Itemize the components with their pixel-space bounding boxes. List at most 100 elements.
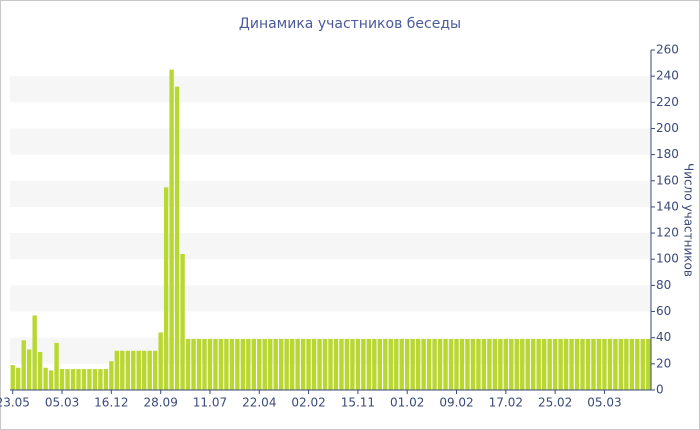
bar [399,339,404,390]
x-tick-label: 23.05 [0,396,30,410]
bar [503,339,509,390]
bar [520,339,525,390]
bar [295,339,300,390]
bar [596,339,602,390]
bar [432,339,437,390]
bar [410,339,415,390]
bar [580,339,585,390]
bar [394,339,399,390]
y-tick-label: 260 [656,43,679,57]
bar [311,339,317,390]
bar [257,339,262,390]
bar [361,339,366,390]
bar [547,339,552,390]
bar [487,339,492,390]
bar [92,369,98,390]
bar [470,339,476,390]
y-tick-label: 240 [656,69,679,83]
bar [284,339,289,390]
bar [646,339,651,390]
bar [372,339,377,390]
bar [328,339,333,390]
bar [191,339,196,390]
bar [158,332,163,390]
bar [558,339,563,390]
bar [415,339,421,390]
bar [142,350,147,390]
bar [65,369,70,390]
y-tick-label: 0 [656,383,664,397]
bar [131,350,136,390]
y-tick-label: 20 [656,356,671,370]
bar [421,339,426,390]
bar [213,339,218,390]
bar [273,339,278,390]
bar [202,339,207,390]
y-tick-label: 160 [656,173,679,187]
x-tick-label: 02.02 [291,396,325,410]
bar [268,339,273,390]
bar [536,339,541,390]
bar [574,339,580,390]
bar [366,339,372,390]
bar [235,339,240,390]
bar [613,339,618,390]
bar [405,339,410,390]
x-tick-label: 16.12 [94,396,128,410]
bar [426,339,432,390]
bar [383,339,388,390]
bar [322,339,328,390]
bar [98,369,103,390]
bar [114,350,120,390]
bar [509,339,514,390]
x-tick-label: 09.02 [439,396,473,410]
chart-title: Динамика участников беседы [239,16,461,32]
y-tick-label: 60 [656,304,671,318]
y-tick-label: 140 [656,199,679,213]
y-tick-label: 100 [656,252,679,266]
bar [240,339,246,390]
bar [87,369,92,390]
grid-band [10,76,651,103]
bar [10,365,15,390]
bar [218,339,224,390]
bar [541,339,547,390]
bar [635,339,640,390]
bar [109,361,114,390]
x-tick-label: 22.04 [242,396,276,410]
grid-band [10,128,651,155]
bar [465,339,470,390]
bar [317,339,322,390]
bar [377,339,382,390]
y-tick-label: 120 [656,226,679,240]
bar [48,370,54,390]
bar [54,342,59,390]
bar [339,339,344,390]
bar [196,339,202,390]
bar [246,339,251,390]
bar [388,339,393,390]
bar [618,339,624,390]
bar [355,339,361,390]
x-tick-label: 28.09 [143,396,177,410]
x-tick-label: 11.07 [193,396,227,410]
bar [481,339,487,390]
x-tick-label: 01.02 [390,396,424,410]
bar [207,339,213,390]
bar [59,369,65,390]
bar [448,339,454,390]
y-tick-label: 200 [656,121,679,135]
bar [289,339,295,390]
bar [103,369,109,390]
bar [224,339,229,390]
bar [607,339,613,390]
bar [152,350,158,390]
bar [492,339,498,390]
bar [180,254,185,390]
bar [163,187,169,390]
grid-band [10,233,651,260]
bar [185,339,191,390]
x-tick-label: 25.02 [538,396,572,410]
bar [629,339,635,390]
